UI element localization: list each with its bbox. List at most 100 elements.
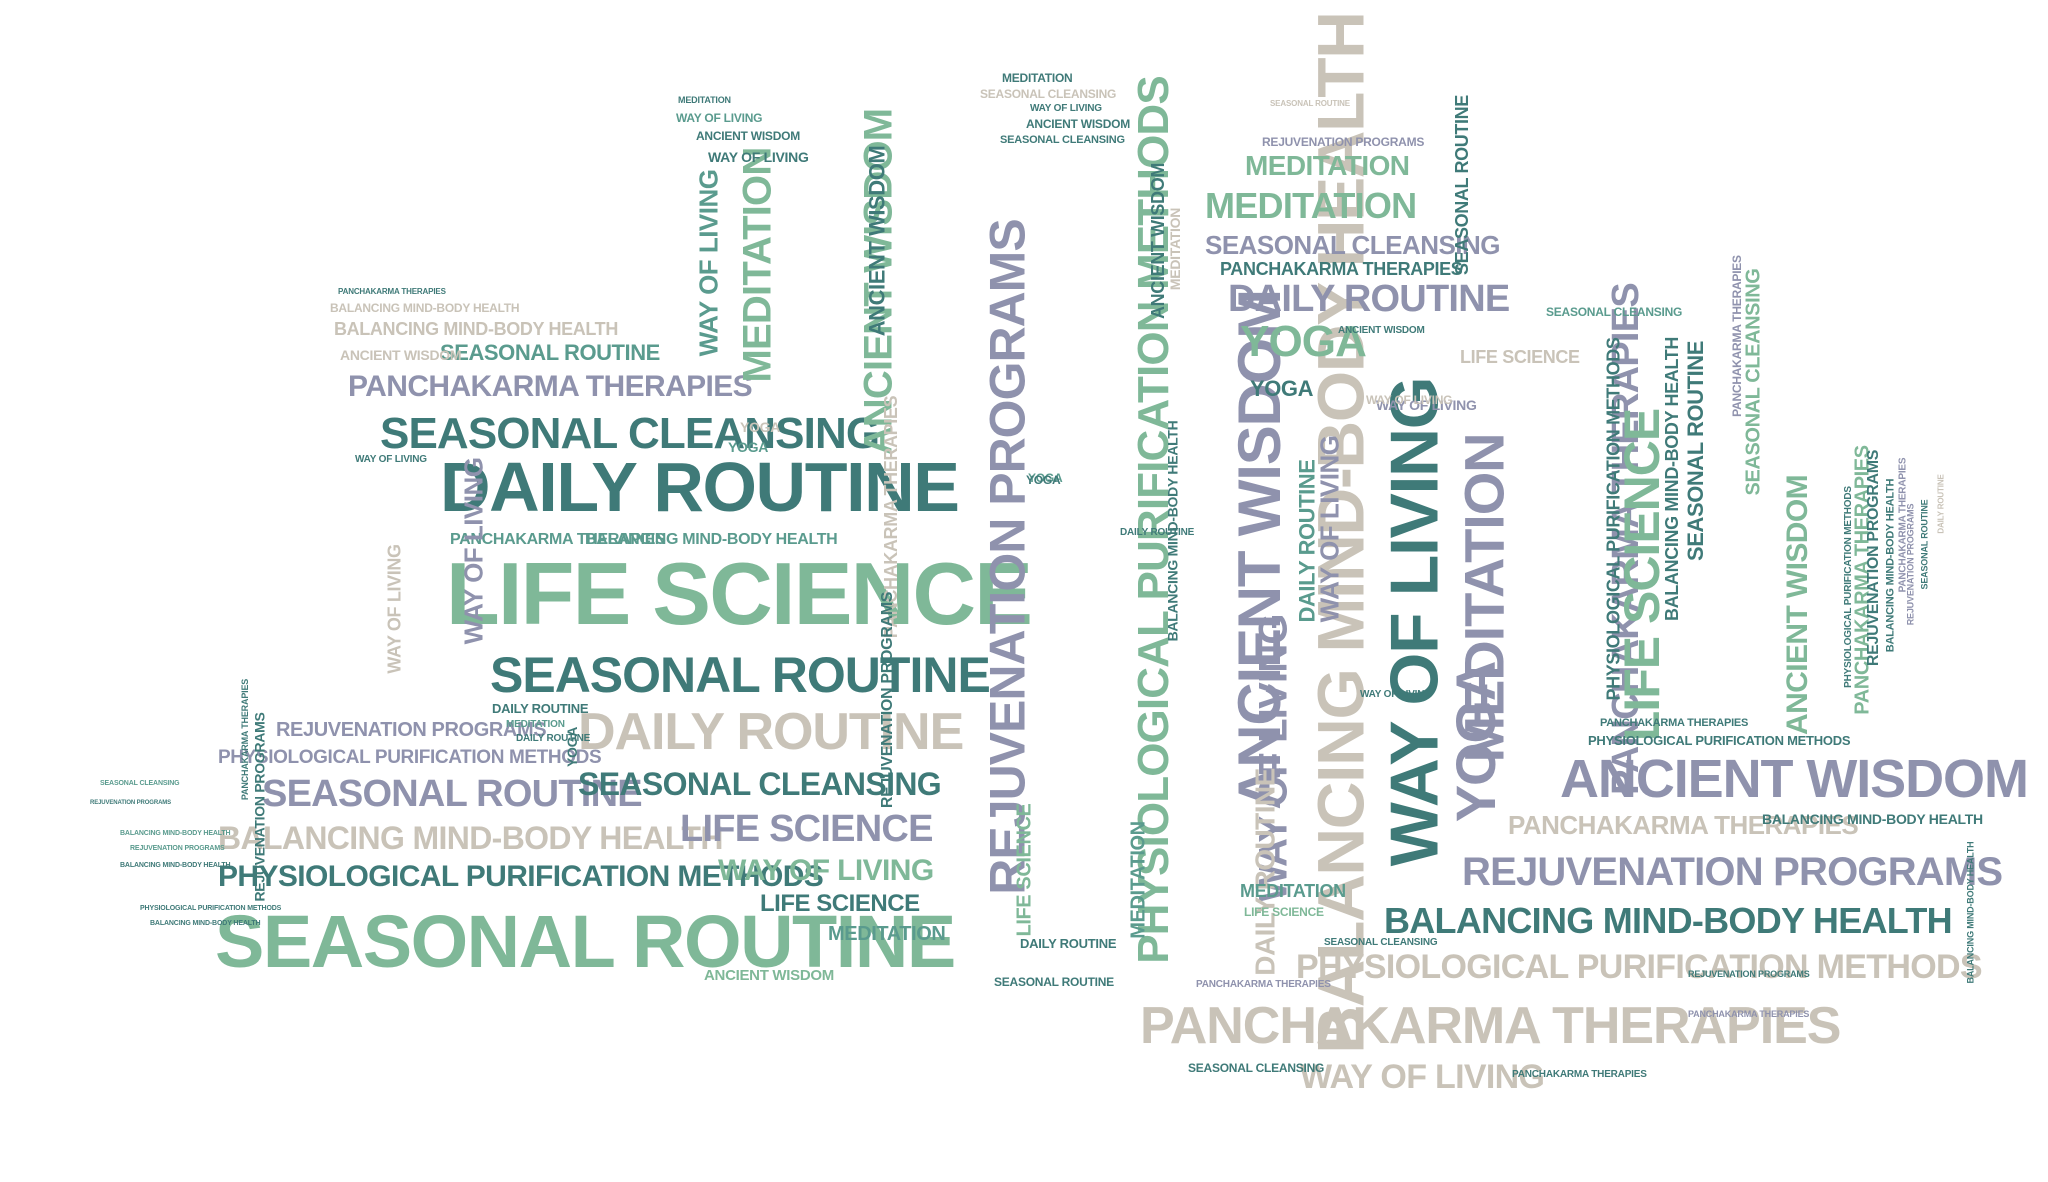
- word-meditation: MEDITATION: [678, 95, 731, 105]
- word-balancing-mind-body-health: BALANCING MIND-BODY HEALTH: [1884, 478, 1897, 653]
- word-seasonal-cleansing: SEASONAL CLEANSING: [1205, 230, 1501, 260]
- word-daily-routine: DAILY ROUTINE: [1936, 474, 1946, 534]
- word-way-of-living: WAY OF LIVING: [355, 454, 427, 465]
- word-seasonal-routine: SEASONAL ROUTINE: [440, 340, 660, 365]
- word-ancient-wisdom: ANCIENT WISDOM: [704, 967, 834, 984]
- word-daily-routine: DAILY ROUTINE: [492, 701, 589, 716]
- word-rejuvenation-programs: REJUVENATION PROGRAMS: [1688, 969, 1810, 979]
- word-way-of-living: WAY OF LIVING: [384, 544, 405, 674]
- word-ancient-wisdom: ANCIENT WISDOM: [696, 129, 800, 143]
- word-yoga: YOGA: [1028, 471, 1063, 485]
- word-seasonal-routine: SEASONAL ROUTINE: [1682, 341, 1708, 561]
- word-seasonal-routine: SEASONAL ROUTINE: [262, 773, 643, 815]
- word-life-science: LIFE SCIENCE: [760, 890, 920, 917]
- word-seasonal-routine: SEASONAL ROUTINE: [1270, 99, 1350, 108]
- word-seasonal-cleansing: SEASONAL CLEANSING: [1188, 1061, 1325, 1075]
- word-rejuvenation-programs: REJUVENATION PROGRAMS: [276, 719, 547, 741]
- word-daily-routine: DAILY ROUTINE: [516, 733, 591, 744]
- word-ancient-wisdom: ANCIENT WISDOM: [1338, 325, 1425, 336]
- word-balancing-mind-body-health: BALANCING MIND-BODY HEALTH: [1965, 841, 1976, 984]
- word-daily-routine: DAILY ROUTINE: [578, 703, 964, 761]
- word-meditation: MEDITATION: [1240, 881, 1346, 901]
- word-balancing-mind-body-health: BALANCING MIND-BODY HEALTH: [585, 531, 838, 548]
- word-way-of-living: WAY OF LIVING: [1360, 689, 1432, 700]
- word-seasonal-cleansing: SEASONAL CLEANSING: [100, 780, 180, 787]
- word-physiological-purification-methods: PHYSIOLOGICAL PURIFICATION METHODS: [1588, 733, 1851, 748]
- word-meditation: MEDITATION: [735, 147, 780, 383]
- word-daily-routine: DAILY ROUTINE: [1294, 459, 1320, 623]
- word-way-of-living: WAY OF LIVING: [1376, 397, 1477, 413]
- word-balancing-mind-body-health: BALANCING MIND-BODY HEALTH: [334, 319, 618, 339]
- word-seasonal-cleansing: SEASONAL CLEANSING: [578, 766, 942, 802]
- word-physiological-purification-methods: PHYSIOLOGICAL PURIFICATION METHODS: [140, 905, 282, 912]
- word-seasonal-routine: SEASONAL ROUTINE: [490, 647, 991, 703]
- word-seasonal-routine: SEASONAL ROUTINE: [1919, 499, 1930, 590]
- word-panchakarma-therapies: PANCHAKARMA THERAPIES: [1600, 717, 1749, 729]
- word-panchakarma-therapies: PANCHAKARMA THERAPIES: [1508, 810, 1859, 840]
- word-meditation: MEDITATION: [506, 719, 565, 730]
- word-meditation: MEDITATION: [1205, 185, 1417, 226]
- word-seasonal-cleansing: SEASONAL CLEANSING: [380, 409, 880, 458]
- word-seasonal-routine: SEASONAL ROUTINE: [1451, 95, 1472, 275]
- word-ancient-wisdom: ANCIENT WISDOM: [340, 347, 462, 363]
- word-meditation: MEDITATION: [1127, 821, 1150, 939]
- word-rejuvenation-programs: REJUVENATION PROGRAMS: [979, 219, 1036, 895]
- word-rejuvenation-programs: REJUVENATION PROGRAMS: [1865, 449, 1883, 667]
- word-seasonal-cleansing: SEASONAL CLEANSING: [1000, 134, 1125, 146]
- word-seasonal-routine: SEASONAL ROUTINE: [994, 975, 1114, 989]
- word-life-science: LIFE SCIENCE: [446, 544, 1033, 643]
- word-rejuvenation-programs: REJUVENATION PROGRAMS: [90, 800, 172, 806]
- word-yoga: YOGA: [1250, 376, 1314, 401]
- word-way-of-living: WAY OF LIVING: [1030, 103, 1102, 114]
- word-balancing-mind-body-health: BALANCING MIND-BODY HEALTH: [150, 920, 261, 927]
- word-meditation: MEDITATION: [1002, 71, 1073, 85]
- word-seasonal-cleansing: SEASONAL CLEANSING: [1324, 937, 1438, 948]
- word-daily-routine: DAILY ROUTINE: [440, 448, 960, 526]
- word-physiological-purification-methods: PHYSIOLOGICAL PURIFICATION METHODS: [1603, 337, 1624, 701]
- word-balancing-mind-body-health: BALANCING MIND-BODY HEALTH: [120, 862, 231, 869]
- word-seasonal-cleansing: SEASONAL CLEANSING: [1546, 305, 1683, 319]
- word-life-science: LIFE SCIENCE: [1460, 347, 1580, 367]
- word-balancing-mind-body-health: BALANCING MIND-BODY HEALTH: [120, 830, 231, 837]
- word-seasonal-routine: SEASONAL ROUTINE: [215, 900, 956, 983]
- word-balancing-mind-body-health: BALANCING MIND-BODY HEALTH: [1762, 811, 1983, 827]
- word-life-science: LIFE SCIENCE: [680, 808, 933, 850]
- word-panchakarma-therapies: PANCHAKARMA THERAPIES: [1220, 259, 1463, 279]
- word-life-science: LIFE SCIENCE: [1244, 905, 1324, 919]
- word-rejuvenation-programs: REJUVENATION PROGRAMS: [1462, 850, 2003, 894]
- word-seasonal-cleansing: SEASONAL CLEANSING: [1742, 268, 1765, 496]
- word-daily-routine: DAILY ROUTINE: [1020, 936, 1117, 951]
- word-rejuvenation-programs: REJUVENATION PROGRAMS: [879, 591, 897, 809]
- word-yoga: YOGA: [728, 439, 769, 455]
- word-way-of-living: WAY OF LIVING: [718, 854, 934, 887]
- word-way-of-living: WAY OF LIVING: [1300, 1058, 1545, 1096]
- word-daily-routine: DAILY ROUTINE: [1120, 527, 1195, 538]
- word-way-of-living: WAY OF LIVING: [1376, 377, 1453, 867]
- word-panchakarma-therapies: PANCHAKARMA THERAPIES: [348, 370, 753, 403]
- word-yoga: YOGA: [1444, 661, 1508, 823]
- word-way-of-living: WAY OF LIVING: [676, 111, 763, 125]
- word-ancient-wisdom: ANCIENT WISDOM: [1560, 749, 2029, 809]
- word-ancient-wisdom: ANCIENT WISDOM: [1780, 475, 1814, 735]
- word-ancient-wisdom: ANCIENT WISDOM: [864, 145, 890, 337]
- word-rejuvenation-programs: REJUVENATION PROGRAMS: [251, 712, 268, 902]
- word-way-of-living: WAY OF LIVING: [708, 149, 809, 165]
- word-daily-routine: DAILY ROUTINE: [1249, 768, 1281, 976]
- word-daily-routine: DAILY ROUTINE: [1228, 278, 1510, 320]
- word-balancing-mind-body-health: BALANCING MIND-BODY HEALTH: [218, 820, 723, 856]
- word-panchakarma-therapies: PANCHAKARMA THERAPIES: [240, 678, 251, 801]
- word-rejuvenation-programs: REJUVENATION PROGRAMS: [1262, 135, 1425, 149]
- word-life-science: LIFE SCIENCE: [1013, 803, 1036, 937]
- word-panchakarma-therapies: PANCHAKARMA THERAPIES: [1688, 1009, 1810, 1019]
- word-ancient-wisdom: ANCIENT WISDOM: [1026, 117, 1130, 131]
- word-seasonal-cleansing: SEASONAL CLEANSING: [980, 87, 1117, 101]
- word-panchakarma-therapies: PANCHAKARMA THERAPIES: [1196, 979, 1331, 990]
- word-panchakarma-therapies: PANCHAKARMA THERAPIES: [1729, 255, 1744, 417]
- word-way-of-living: WAY OF LIVING: [1366, 393, 1453, 407]
- word-rejuvenation-programs: REJUVENATION PROGRAMS: [1905, 503, 1916, 626]
- word-physiological-purification-methods: PHYSIOLOGICAL PURIFICATION METHODS: [1842, 486, 1854, 688]
- word-ancient-wisdom: ANCIENT WISDOM: [1147, 163, 1168, 319]
- word-panchakarma-therapies: PANCHAKARMA THERAPIES: [1512, 1069, 1647, 1080]
- word-panchakarma-therapies: PANCHAKARMA THERAPIES: [338, 287, 446, 296]
